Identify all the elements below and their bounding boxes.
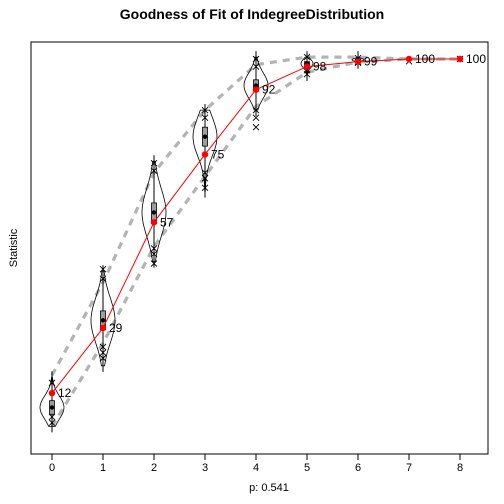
- observed-value-label: 100: [415, 52, 435, 66]
- x-tick-label: 8: [457, 462, 463, 474]
- outlier-marker: [99, 265, 107, 273]
- outlier-marker: [252, 63, 260, 70]
- outlier-marker: [201, 184, 209, 192]
- observed-value-label: 75: [211, 147, 225, 161]
- x-axis: 0 1 2 3 4 5 6 7 8: [49, 454, 463, 474]
- violins: [39, 51, 464, 433]
- observed-point: [150, 219, 158, 226]
- outlier-marker: [150, 250, 158, 258]
- outlier-marker: [150, 260, 158, 267]
- outlier-marker: [150, 245, 158, 252]
- outlier-stroke-b: [99, 354, 107, 362]
- observed-value-label: 100: [466, 52, 486, 66]
- plot-frame: [30, 41, 489, 455]
- outlier-stroke-b: [99, 343, 107, 351]
- x-tick-label: 3: [202, 462, 208, 474]
- observed-value-label: 92: [262, 83, 276, 97]
- observed-series: 12 29 57 75 92 98 99 100 100: [48, 52, 486, 400]
- observed-point: [456, 55, 464, 63]
- observed-value-label: 12: [58, 386, 72, 400]
- violin-median-dot: [100, 318, 106, 323]
- outlier-marker: [201, 106, 209, 114]
- x-tick-label: 1: [100, 462, 106, 474]
- outlier-stroke-b: [150, 167, 158, 175]
- observed-value-label: 98: [313, 60, 327, 74]
- observed-point: [354, 58, 362, 65]
- outlier-stroke-b: [99, 275, 107, 283]
- outlier-marker: [99, 349, 107, 356]
- outlier-marker: [201, 114, 209, 122]
- observed-value-label: 29: [109, 321, 123, 335]
- x-tick-label: 6: [355, 462, 361, 474]
- outlier-stroke-b: [150, 245, 158, 252]
- outlier-stroke-b: [150, 250, 158, 258]
- observed-value-label: 99: [364, 55, 378, 69]
- x-tick-label: 2: [151, 462, 157, 474]
- violin-median-dot: [49, 405, 55, 410]
- chart-title: Goodness of Fit of IndegreeDistribution: [120, 6, 384, 22]
- violin-outline: [39, 376, 65, 427]
- observed-point: [252, 86, 260, 93]
- outlier-stroke-b: [150, 159, 158, 167]
- band-upper-line: [50, 55, 460, 377]
- outlier-stroke-b: [252, 114, 260, 122]
- violin-median-dot: [253, 83, 259, 88]
- x-tick-label: 0: [49, 462, 55, 474]
- violin-outline: [243, 56, 269, 111]
- outlier-marker: [99, 354, 107, 362]
- observed-point: [48, 389, 56, 397]
- outlier-stroke-b: [303, 53, 311, 61]
- outlier-stroke-b: [201, 184, 209, 192]
- outlier-stroke-b: [252, 123, 260, 131]
- y-axis-label: Statistic: [8, 228, 20, 267]
- violin-median-dot: [151, 210, 157, 215]
- outlier-stroke-b: [201, 169, 209, 176]
- outlier-marker: [48, 413, 56, 421]
- outlier-stroke-b: [252, 63, 260, 70]
- outlier-stroke-b: [48, 419, 56, 426]
- outlier-marker: [150, 167, 158, 175]
- observed-point: [201, 151, 209, 158]
- outlier-stroke-b: [201, 114, 209, 122]
- x-tick-label: 4: [253, 462, 259, 474]
- observed-point: [99, 324, 107, 332]
- outlier-marker: [252, 123, 260, 131]
- outlier-marker: [48, 419, 56, 426]
- outlier-marker: [252, 55, 260, 63]
- x-tick-label: 5: [304, 462, 310, 474]
- x-axis-label: p: 0.541: [249, 482, 289, 494]
- outlier-stroke-b: [99, 265, 107, 273]
- outlier-stroke-b: [99, 349, 107, 356]
- outlier-marker: [303, 53, 311, 61]
- outlier-stroke-b: [48, 379, 56, 387]
- observed-point: [303, 63, 311, 70]
- outlier-marker: [201, 175, 209, 182]
- outlier-marker: [99, 343, 107, 351]
- outlier-stroke-b: [201, 106, 209, 114]
- violin-outline: [90, 270, 116, 367]
- outlier-stroke-b: [252, 106, 260, 114]
- outlier-marker: [48, 379, 56, 387]
- outlier-stroke-b: [48, 413, 56, 421]
- outlier-marker: [252, 106, 260, 114]
- outlier-marker: [252, 114, 260, 122]
- outlier-stroke-b: [150, 260, 158, 267]
- outlier-marker: [201, 169, 209, 176]
- observed-point: [405, 55, 413, 63]
- outlier-stroke-b: [252, 55, 260, 63]
- violin-median-dot: [202, 134, 208, 139]
- outlier-marker: [150, 159, 158, 167]
- outlier-stroke-b: [201, 175, 209, 182]
- observed-value-label: 57: [160, 215, 174, 229]
- outlier-marker: [99, 275, 107, 283]
- x-tick-label: 7: [406, 462, 412, 474]
